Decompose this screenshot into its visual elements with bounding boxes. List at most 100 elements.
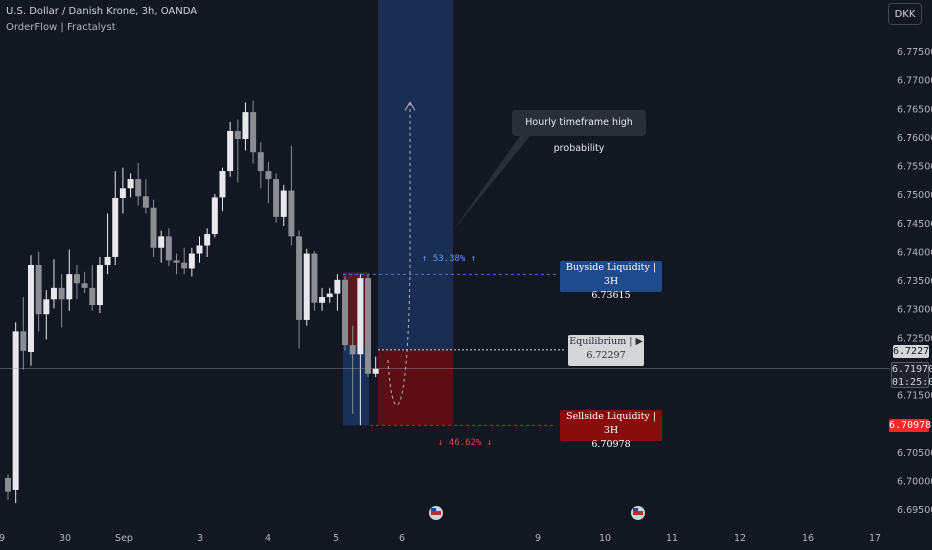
price-axis: 6.77500 6.77000 6.76500 6.76000 6.75500 6.750… <box>897 47 932 516</box>
price-tick-label: 6.71500 <box>897 391 932 402</box>
candle-body <box>58 287 65 300</box>
candle-body <box>204 234 211 246</box>
last-price-badge: 6.71970 01:25:08 <box>891 362 932 388</box>
price-tick-label: 6.74500 <box>897 219 932 230</box>
buyside-title: Buyside Liquidity <box>565 262 650 273</box>
sellside-value: 6.70978 <box>591 439 631 450</box>
candle-body <box>342 279 349 346</box>
price-tick-label: 6.77500 <box>897 47 932 58</box>
candle-body <box>227 131 234 172</box>
candle-body <box>257 152 264 172</box>
candle-body <box>372 368 379 374</box>
candle-body <box>142 196 149 208</box>
target-zone <box>378 0 453 351</box>
candle-body <box>89 287 96 306</box>
time-tick-label: 17 <box>869 533 881 544</box>
time-tick-label: 4 <box>265 533 271 544</box>
candles <box>5 100 379 504</box>
price-tick-label: 6.76500 <box>897 104 932 115</box>
up-percentage: ↑ 53.38% ↑ <box>422 254 477 264</box>
price-tick-label: 6.72500 <box>897 333 932 344</box>
candle-body <box>150 207 157 248</box>
candle-body <box>173 260 180 263</box>
price-tick-label: 6.76000 <box>897 133 932 144</box>
buyside-value: 6.73615 <box>591 290 631 301</box>
candle-body <box>119 188 126 198</box>
time-tick-label: 3 <box>197 533 203 544</box>
candle-body <box>365 278 372 374</box>
candle-body <box>265 171 272 180</box>
price-tick-label: 6.73500 <box>897 276 932 287</box>
event-flag-icon <box>429 506 443 520</box>
candle-body <box>112 197 119 257</box>
projection-arrow-head <box>404 101 416 111</box>
time-axis: 9 30 Sep 3 4 5 6 9 10 11 12 16 17 <box>0 506 881 544</box>
candle-body <box>250 112 257 153</box>
candle-body <box>66 274 73 300</box>
time-tick-label: 5 <box>333 533 339 544</box>
time-tick-label: 12 <box>734 533 746 544</box>
candle-body <box>188 253 195 269</box>
sellside-liquidity-label: Sellside Liquidity | 3H 6.70978 <box>560 410 662 450</box>
price-tick-label: 6.75500 <box>897 162 932 173</box>
candle-body <box>296 236 303 320</box>
candle-body <box>27 264 34 352</box>
time-tick-label: 11 <box>666 533 678 544</box>
chart-title: U.S. Dollar / Danish Krone, 3h, OANDA <box>6 6 198 17</box>
candle-body <box>196 245 203 254</box>
indicator-label[interactable]: OrderFlow | Fractalyst <box>6 22 116 33</box>
down-percentage: ↓ 46.62% ↓ <box>438 438 493 448</box>
price-tick-label: 6.69500 <box>897 505 932 516</box>
candle-body <box>81 283 88 288</box>
callout-note: Hourly timeframe high probability <box>512 110 646 154</box>
candle-body <box>211 197 218 235</box>
candle-body <box>96 264 103 306</box>
candle-body <box>311 253 318 303</box>
candle-body <box>5 477 11 492</box>
time-tick-label: 30 <box>59 533 71 544</box>
candle-body <box>349 345 356 355</box>
candle-body <box>158 236 165 248</box>
candle-body <box>50 287 57 300</box>
equilibrium-value: 6.72297 <box>586 350 626 361</box>
countdown-timer: 01:25:08 <box>892 377 932 388</box>
candle-body <box>273 179 280 217</box>
price-tick-label: 6.77000 <box>897 76 932 87</box>
equilibrium-price-badge: 6.72279 <box>893 345 932 358</box>
candle-body <box>35 264 42 315</box>
callout-pointer <box>452 136 530 232</box>
candle-body <box>357 278 364 355</box>
candle-body <box>326 293 333 298</box>
time-tick-label: 6 <box>399 533 405 544</box>
price-tick-label: 6.75000 <box>897 190 932 201</box>
time-tick-label: Sep <box>115 533 133 544</box>
candle-body <box>280 190 287 217</box>
play-icon: ▶ <box>635 336 643 347</box>
equilibrium-label: Equilibrium | ▶ 6.72297 <box>568 335 644 366</box>
candle-body <box>135 179 142 197</box>
event-flag-icon <box>631 506 645 520</box>
time-tick-label: 9 <box>535 533 541 544</box>
price-tick-label: 6.70500 <box>897 448 932 459</box>
candle-body <box>165 236 172 261</box>
candle-body <box>181 262 188 269</box>
candle-body <box>319 297 326 303</box>
sellside-title: Sellside Liquidity <box>566 411 650 422</box>
candle-body <box>219 171 226 198</box>
candle-body <box>20 331 27 351</box>
price-tick-label: 6.73000 <box>897 305 932 316</box>
price-tick-label: 6.70000 <box>897 476 932 487</box>
candle-body <box>127 179 134 189</box>
buyside-timeframe: 3H <box>603 276 619 287</box>
time-tick-label: 9 <box>0 533 5 544</box>
time-tick-label: 10 <box>599 533 611 544</box>
currency-button[interactable]: DKK <box>888 3 922 25</box>
equilibrium-title: Equilibrium <box>569 336 627 347</box>
candle-body <box>73 274 80 284</box>
candle-body <box>303 253 310 320</box>
candle-body <box>104 256 111 265</box>
buyside-liquidity-label: Buyside Liquidity | 3H 6.73615 <box>560 261 662 301</box>
candle-body <box>234 131 241 140</box>
candle-body <box>12 331 19 490</box>
